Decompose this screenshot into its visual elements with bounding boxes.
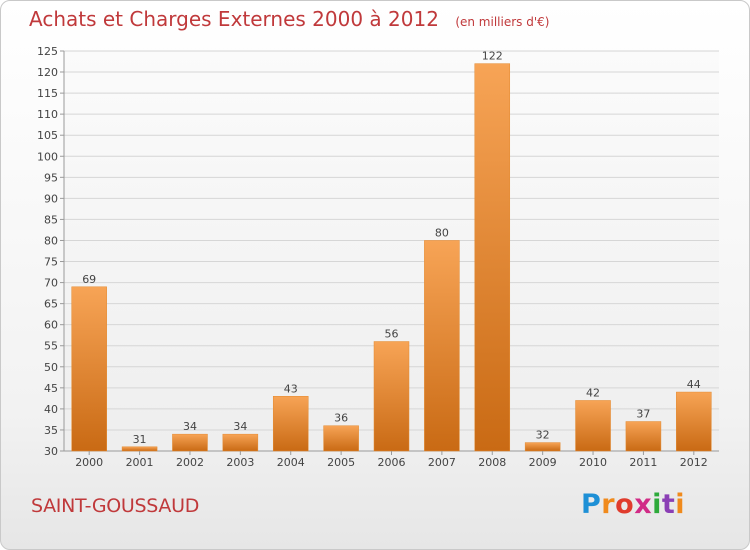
logo-letter: i [675,489,686,520]
data-label: 31 [133,433,147,446]
bar [172,433,208,452]
logo-letter: i [652,489,662,520]
y-tick-label: 95 [44,171,58,184]
bar [272,396,309,452]
x-tick-label: 2007 [428,456,456,469]
y-tick-label: 105 [37,129,58,142]
x-tick-label: 2005 [327,456,355,469]
y-tick-label: 60 [44,319,58,332]
y-tick-label: 70 [44,277,58,290]
x-tick-label: 2001 [126,456,154,469]
y-tick-label: 100 [37,150,58,163]
bar [676,391,712,452]
bar [575,400,611,452]
y-tick-label: 75 [44,256,58,269]
y-tick-label: 125 [37,45,58,58]
y-tick-label: 65 [44,298,58,311]
y-tick-label: 90 [44,192,58,205]
chart-title-text: Achats et Charges Externes 2000 à 2012 [29,7,439,31]
logo-letter: r [601,489,616,520]
x-tick-label: 2008 [478,456,506,469]
y-tick-label: 120 [37,66,58,79]
bar [121,446,158,452]
chart-subtitle: (en milliers d'€) [455,15,550,29]
logo-letter: t [661,489,676,520]
y-tick-label: 85 [44,213,58,226]
data-label: 32 [536,429,550,442]
bar [222,433,259,452]
data-label: 43 [284,382,298,395]
data-label: 122 [482,50,503,63]
data-label: 36 [334,412,348,425]
x-tick-label: 2002 [176,456,204,469]
data-label: 37 [636,408,650,421]
bar [424,240,460,452]
data-label: 69 [82,273,96,286]
bar [71,286,107,452]
x-tick-label: 2009 [529,456,557,469]
x-tick-label: 2006 [378,456,406,469]
x-tick-label: 2004 [277,456,305,469]
data-label: 44 [687,378,701,391]
y-tick-label: 35 [44,424,58,437]
y-tick-label: 45 [44,382,58,395]
y-tick-label: 50 [44,361,58,374]
bar [625,421,662,452]
data-label: 56 [385,328,399,341]
x-tick-label: 2011 [629,456,657,469]
x-tick-label: 2003 [226,456,254,469]
x-tick-label: 2012 [680,456,708,469]
data-label: 34 [233,420,247,433]
bar [373,341,410,452]
y-tick-label: 40 [44,403,58,416]
data-label: 34 [183,420,197,433]
data-label: 42 [586,386,600,399]
town-name: SAINT-GOUSSAUD [31,495,200,517]
logo-letter: P [581,489,602,520]
bar [524,442,561,452]
proxiti-logo: Proxiti [581,489,685,520]
data-label: 80 [435,226,449,239]
bar [474,63,511,452]
chart-title: Achats et Charges Externes 2000 à 2012 (… [29,7,549,31]
y-tick-label: 80 [44,234,58,247]
y-tick-label: 115 [37,87,58,100]
logo-letter: x [634,489,653,520]
x-tick-label: 2000 [75,456,103,469]
y-tick-label: 30 [44,445,58,458]
x-tick-label: 2010 [579,456,607,469]
y-tick-label: 55 [44,340,58,353]
y-tick-label: 110 [37,108,58,121]
bar [323,425,359,452]
logo-letter: o [615,489,635,520]
